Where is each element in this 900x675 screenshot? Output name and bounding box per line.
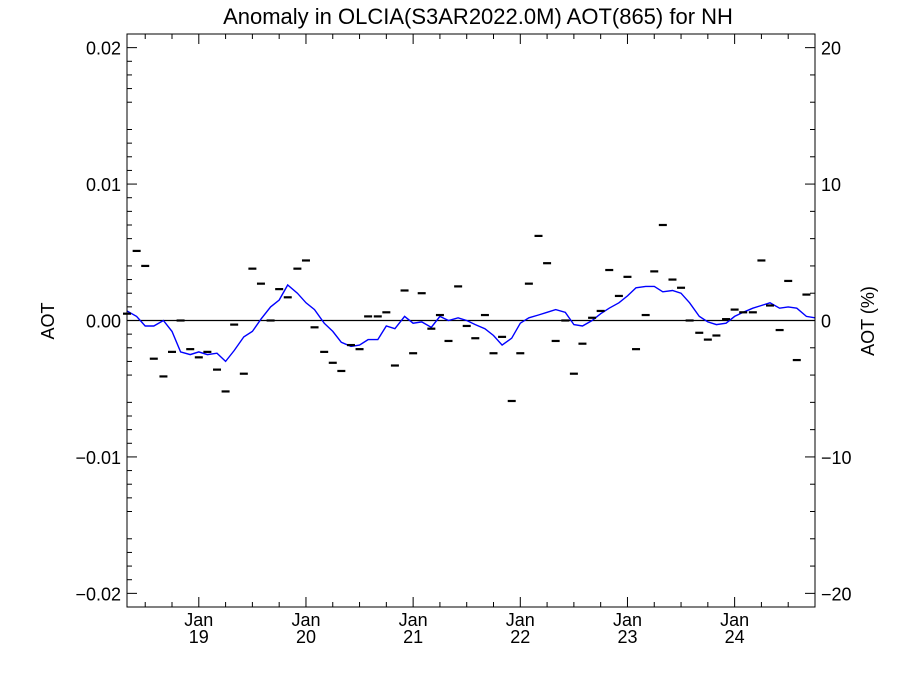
y-tick-label-left: 0.02 [86, 39, 121, 59]
y-tick-label-left: 0.01 [86, 175, 121, 195]
x-tick-label-month: Jan [506, 610, 535, 630]
axes-layer: 0.020.010.00−0.01−0.0220100−10−20Jan19Ja… [75, 34, 852, 647]
x-tick-label-month: Jan [291, 610, 320, 630]
x-tick-label-month: Jan [399, 610, 428, 630]
x-tick-label-year: 21 [403, 627, 423, 647]
y-tick-label-left: −0.02 [75, 584, 121, 604]
x-tick-label-month: Jan [720, 610, 749, 630]
y-tick-label-right: 10 [821, 175, 841, 195]
chart-title: Anomaly in OLCIA(S3AR2022.0M) AOT(865) f… [223, 4, 733, 29]
smoothed-series-layer [126, 283, 816, 363]
monthly-markers-layer [123, 223, 811, 403]
y-tick-label-left: 0.00 [86, 312, 121, 332]
x-tick-label-year: 24 [725, 627, 745, 647]
x-tick-label-month: Jan [613, 610, 642, 630]
x-tick-label-month: Jan [184, 610, 213, 630]
y-axis-label-left: AOT [38, 302, 58, 339]
smoothed-anomaly-line [126, 283, 816, 363]
y-tick-label-left: −0.01 [75, 448, 121, 468]
y-axis-label-right: AOT (%) [858, 286, 878, 356]
x-tick-label-year: 19 [189, 627, 209, 647]
x-tick-label-year: 23 [617, 627, 637, 647]
y-tick-label-right: −20 [821, 584, 852, 604]
x-tick-label-year: 22 [510, 627, 530, 647]
plot-frame [126, 33, 816, 608]
x-tick-label-year: 20 [296, 627, 316, 647]
y-tick-label-right: 20 [821, 39, 841, 59]
y-tick-label-right: −10 [821, 448, 852, 468]
y-tick-label-right: 0 [821, 312, 831, 332]
